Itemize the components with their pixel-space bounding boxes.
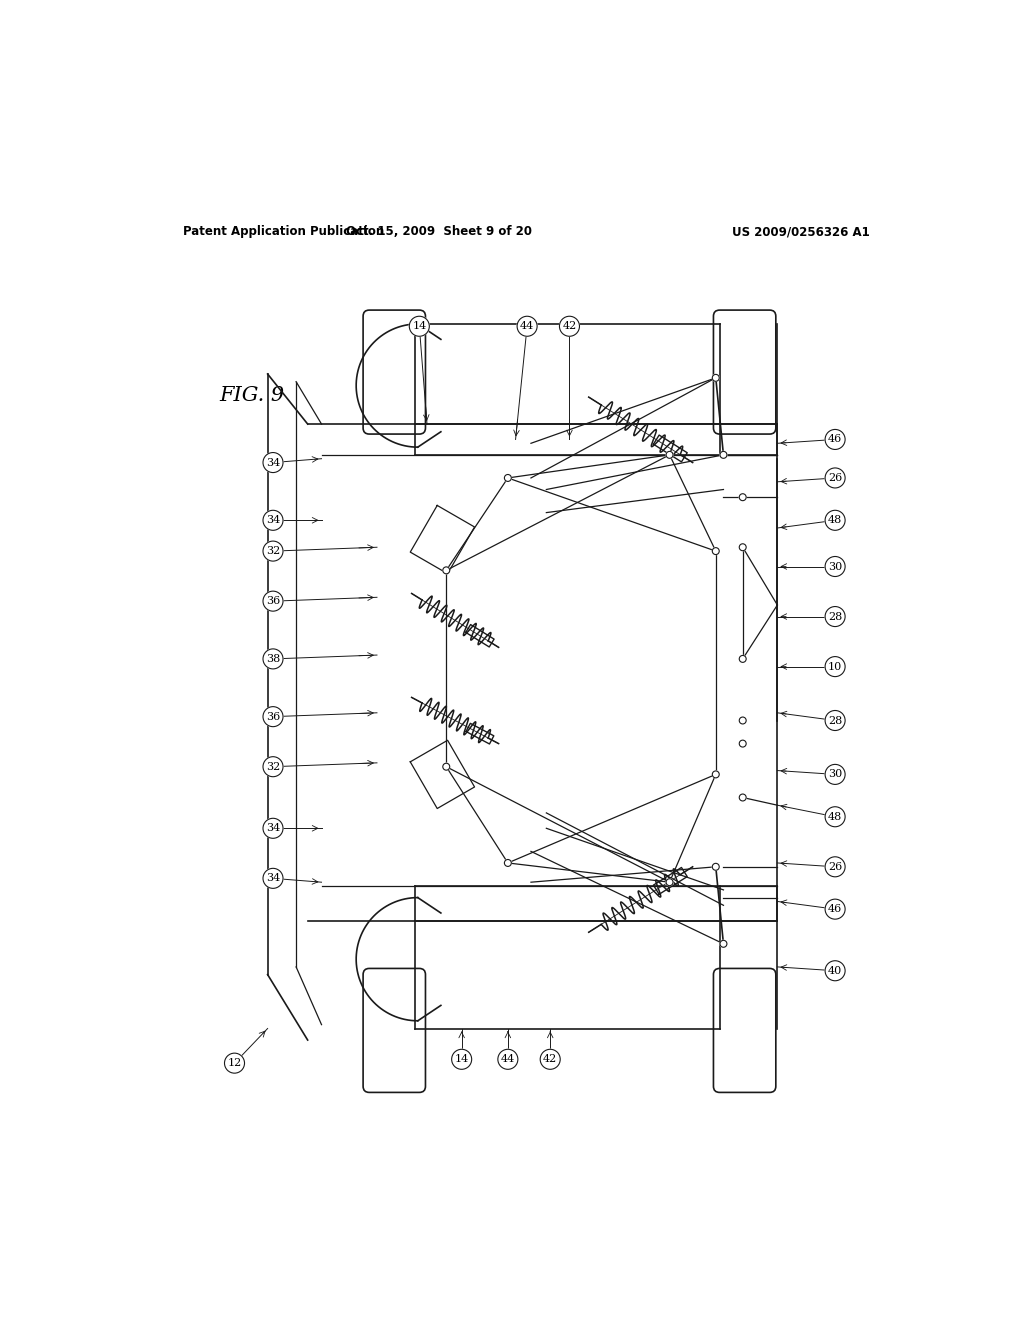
Circle shape [825,899,845,919]
Circle shape [263,756,283,776]
Text: 38: 38 [266,653,281,664]
Circle shape [739,494,746,500]
Circle shape [410,317,429,337]
Text: 40: 40 [828,966,842,975]
Circle shape [713,375,719,381]
Text: 36: 36 [266,711,281,722]
Circle shape [720,940,727,948]
Circle shape [517,317,538,337]
Circle shape [263,453,283,473]
Text: 48: 48 [828,812,842,822]
Text: 10: 10 [828,661,842,672]
Text: US 2009/0256326 A1: US 2009/0256326 A1 [732,224,869,238]
Circle shape [541,1049,560,1069]
Circle shape [713,771,719,777]
Circle shape [739,795,746,801]
Circle shape [263,869,283,888]
Circle shape [825,557,845,577]
Circle shape [825,857,845,876]
Text: 14: 14 [455,1055,469,1064]
Text: 34: 34 [266,874,281,883]
Circle shape [442,566,450,574]
Circle shape [713,548,719,554]
Text: 42: 42 [543,1055,557,1064]
Text: 14: 14 [413,321,426,331]
Circle shape [666,879,673,886]
Text: 28: 28 [828,611,842,622]
Circle shape [739,656,746,663]
Text: 26: 26 [828,473,842,483]
Circle shape [263,818,283,838]
Circle shape [739,741,746,747]
Circle shape [825,469,845,488]
Text: 32: 32 [266,546,281,556]
Circle shape [825,429,845,449]
Text: 48: 48 [828,515,842,525]
Circle shape [498,1049,518,1069]
Circle shape [666,451,673,458]
Text: 32: 32 [266,762,281,772]
Circle shape [263,649,283,669]
Circle shape [505,859,511,866]
Text: 44: 44 [520,321,535,331]
Text: 30: 30 [828,770,842,779]
Circle shape [263,591,283,611]
Circle shape [713,863,719,870]
Circle shape [825,656,845,677]
Text: 30: 30 [828,561,842,572]
Text: 12: 12 [227,1059,242,1068]
Text: 36: 36 [266,597,281,606]
Circle shape [559,317,580,337]
Text: 34: 34 [266,824,281,833]
Text: 42: 42 [562,321,577,331]
Circle shape [263,511,283,531]
Circle shape [442,763,450,770]
Text: 46: 46 [828,904,842,915]
Circle shape [720,451,727,458]
Text: 44: 44 [501,1055,515,1064]
Text: 34: 34 [266,458,281,467]
Circle shape [825,961,845,981]
Circle shape [452,1049,472,1069]
Circle shape [825,710,845,730]
Text: Patent Application Publication: Patent Application Publication [183,224,384,238]
Circle shape [739,544,746,550]
Text: 34: 34 [266,515,281,525]
Text: 46: 46 [828,434,842,445]
Circle shape [224,1053,245,1073]
Circle shape [263,706,283,726]
Text: 26: 26 [828,862,842,871]
Text: FIG. 9: FIG. 9 [219,385,285,404]
Circle shape [825,607,845,627]
Text: Oct. 15, 2009  Sheet 9 of 20: Oct. 15, 2009 Sheet 9 of 20 [345,224,531,238]
Circle shape [825,764,845,784]
Text: 28: 28 [828,715,842,726]
Circle shape [825,807,845,826]
Circle shape [739,717,746,723]
Circle shape [505,474,511,482]
Circle shape [263,541,283,561]
Circle shape [825,511,845,531]
